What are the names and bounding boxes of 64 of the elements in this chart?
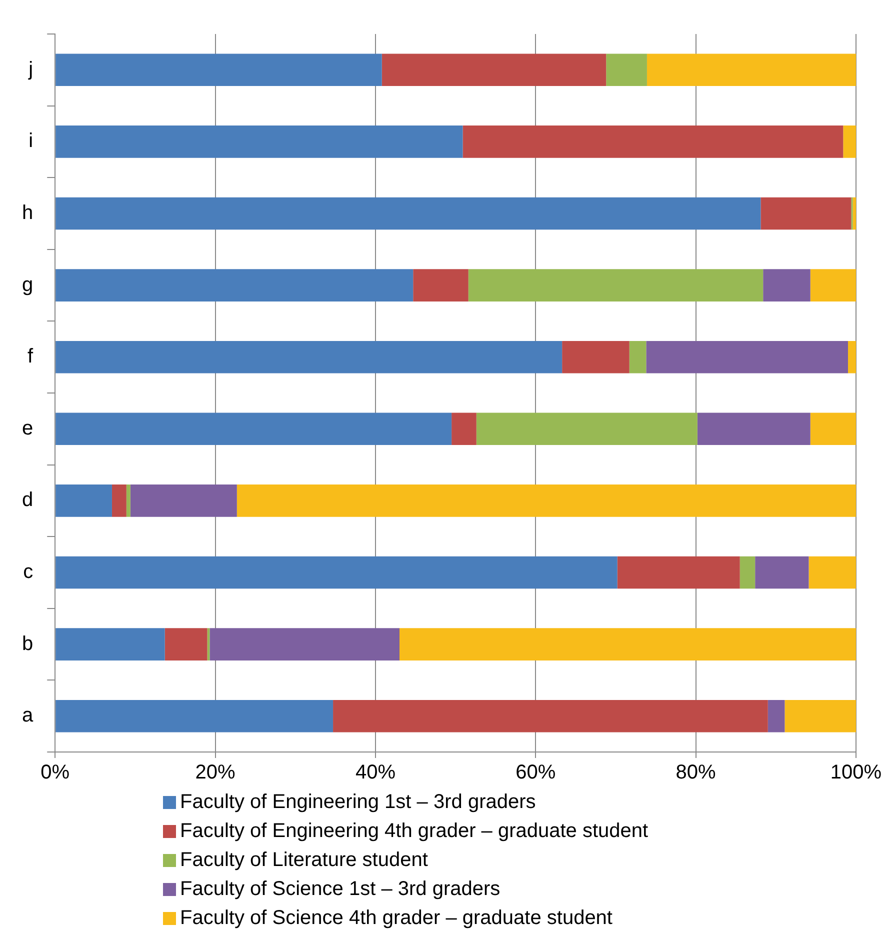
y-tick-label: e <box>22 417 34 440</box>
bar <box>382 54 606 86</box>
bar <box>56 340 562 374</box>
x-tick-label: 0% <box>40 762 70 784</box>
y-tick-label: d <box>22 489 34 512</box>
bar <box>126 484 130 517</box>
bar <box>56 197 761 230</box>
bar <box>210 628 400 660</box>
y-tick-label: a <box>22 704 34 727</box>
bar <box>646 54 856 86</box>
bar <box>56 700 334 732</box>
legend-label: Faculty of Engineering 4th grader – graduate student <box>180 819 648 844</box>
bar <box>56 54 382 86</box>
bar <box>848 340 856 374</box>
x-tick-label: 100% <box>830 762 882 784</box>
x-tick-label: 20% <box>195 762 236 784</box>
bar <box>562 340 630 374</box>
bar <box>164 628 208 660</box>
legend-label: Faculty of Science 1st – 3rd graders <box>180 877 500 902</box>
bar <box>852 197 856 230</box>
y-tick-label: f <box>28 346 34 368</box>
y-tick-label: c <box>23 561 34 584</box>
x-tick-label: 60% <box>516 762 556 784</box>
bar <box>56 126 463 158</box>
bar <box>760 197 852 230</box>
bar <box>476 412 698 446</box>
bar <box>740 556 756 589</box>
bar <box>462 126 844 158</box>
y-tick-label: g <box>22 274 34 296</box>
bar <box>808 556 856 589</box>
bar <box>56 412 452 446</box>
bar <box>755 556 809 589</box>
bar <box>697 412 810 446</box>
bar <box>452 412 476 446</box>
y-tick-label: i <box>28 130 34 152</box>
bar <box>56 556 618 589</box>
y-tick-label: j <box>28 58 34 80</box>
bar <box>56 628 165 660</box>
bar <box>784 700 856 732</box>
bar <box>130 484 237 517</box>
bar <box>413 269 468 302</box>
bar <box>112 484 126 517</box>
legend-label: Faculty of Literature student <box>180 848 428 873</box>
bar <box>629 340 646 374</box>
bar <box>56 269 414 302</box>
bar <box>810 269 856 302</box>
bar <box>606 54 647 86</box>
bar <box>617 556 740 589</box>
y-tick-label: b <box>22 632 34 655</box>
bar <box>810 412 856 446</box>
bar <box>56 484 112 517</box>
bar <box>843 126 856 158</box>
bar <box>468 269 764 302</box>
x-tick-label: 80% <box>676 762 716 784</box>
legend-label: Faculty of Science 4th grader – graduate student <box>180 906 612 931</box>
bar <box>646 340 848 374</box>
bar <box>236 484 856 517</box>
y-tick-label: h <box>22 202 34 224</box>
legend-label: Faculty of Engineering 1st – 3rd graders <box>180 790 536 815</box>
bar <box>400 628 856 660</box>
bar <box>333 700 768 732</box>
x-tick-label: 40% <box>355 762 396 784</box>
bar <box>768 700 785 732</box>
bar <box>763 269 810 302</box>
